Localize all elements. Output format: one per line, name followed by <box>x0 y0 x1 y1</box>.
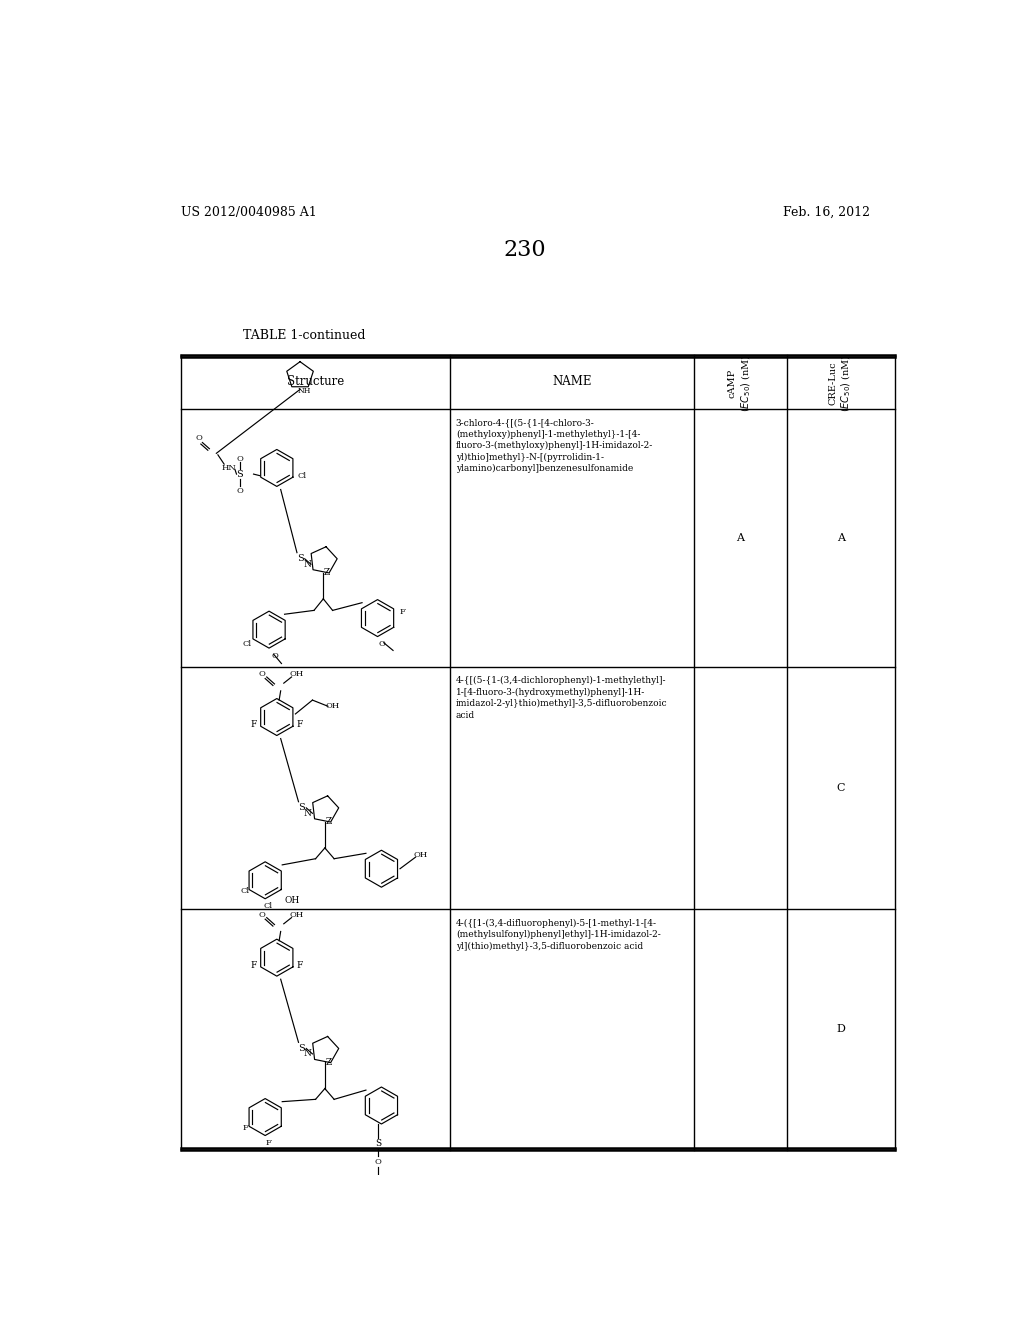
Text: C: C <box>837 783 845 793</box>
Text: F: F <box>250 961 257 970</box>
Text: N: N <box>304 809 311 818</box>
Text: CRE-Luc
$(EC_{50})$ (nM): CRE-Luc $(EC_{50})$ (nM) <box>828 354 853 412</box>
Text: O: O <box>237 454 243 463</box>
Text: N: N <box>304 1049 311 1059</box>
Text: NAME: NAME <box>552 375 592 388</box>
Text: F: F <box>297 961 303 970</box>
Text: O: O <box>375 1159 382 1167</box>
Text: OH: OH <box>285 896 300 906</box>
Text: NH: NH <box>298 387 311 395</box>
Text: O: O <box>271 652 279 660</box>
Text: Cl: Cl <box>243 639 252 648</box>
Text: O: O <box>237 487 243 495</box>
Text: HN: HN <box>221 463 237 473</box>
Text: Cl: Cl <box>241 887 250 895</box>
Text: S: S <box>297 554 303 564</box>
Text: OH: OH <box>289 671 303 678</box>
Text: US 2012/0040985 A1: US 2012/0040985 A1 <box>180 206 316 219</box>
Text: cAMP
$(EC_{50})$ (nM): cAMP $(EC_{50})$ (nM) <box>728 354 753 412</box>
Text: F: F <box>297 721 303 729</box>
Text: S: S <box>237 470 243 479</box>
Text: Feb. 16, 2012: Feb. 16, 2012 <box>783 206 870 219</box>
Text: OH: OH <box>326 702 340 710</box>
Text: A: A <box>837 533 845 543</box>
Text: OH: OH <box>413 851 427 859</box>
Text: O: O <box>259 671 265 678</box>
Text: S: S <box>298 1044 305 1053</box>
Text: OH: OH <box>289 911 303 919</box>
Text: 4-({[1-(3,4-difluorophenyl)-5-[1-methyl-1-[4-
(methylsulfonyl)phenyl]ethyl]-1H-i: 4-({[1-(3,4-difluorophenyl)-5-[1-methyl-… <box>456 919 660 950</box>
Text: Cl: Cl <box>297 471 306 479</box>
Text: S: S <box>298 804 305 812</box>
Text: A: A <box>736 533 744 543</box>
Text: Structure: Structure <box>287 375 344 388</box>
Text: Z: Z <box>324 568 331 577</box>
Text: D: D <box>837 1023 846 1034</box>
Text: F: F <box>399 609 406 616</box>
Text: 4-{[(5-{1-(3,4-dichlorophenyl)-1-methylethyl]-
1-[4-fluoro-3-(hydroxymethyl)phen: 4-{[(5-{1-(3,4-dichlorophenyl)-1-methyle… <box>456 676 668 719</box>
Text: S: S <box>375 1139 381 1148</box>
Text: 230: 230 <box>504 239 546 261</box>
Text: N: N <box>304 560 311 569</box>
Text: Z: Z <box>326 1057 332 1067</box>
Text: Z: Z <box>326 817 332 826</box>
Text: F: F <box>250 721 257 729</box>
Text: TABLE 1-continued: TABLE 1-continued <box>243 330 366 342</box>
Text: O: O <box>196 434 203 442</box>
Text: F: F <box>242 1123 248 1131</box>
Text: Cl: Cl <box>264 903 272 911</box>
Text: 3-chloro-4-{[(5-{1-[4-chloro-3-
(methyloxy)phenyl]-1-methylethyl}-1-[4-
fluoro-3: 3-chloro-4-{[(5-{1-[4-chloro-3- (methylo… <box>456 418 653 474</box>
Text: O: O <box>379 640 386 648</box>
Text: F: F <box>265 1139 271 1147</box>
Text: O: O <box>259 911 265 919</box>
